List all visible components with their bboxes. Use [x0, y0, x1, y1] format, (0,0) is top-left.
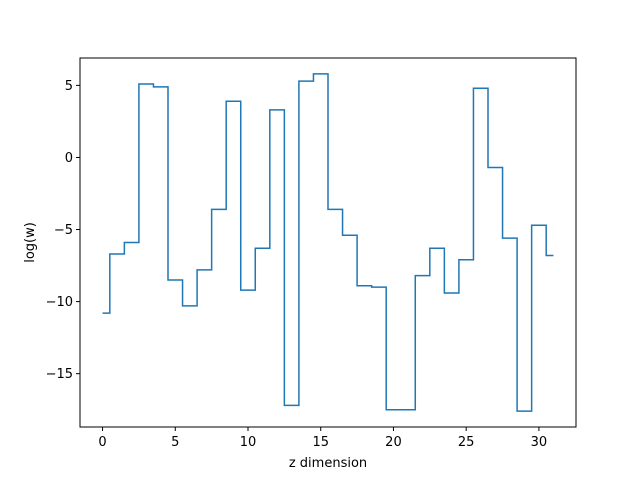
y-tick-label: 0 [65, 151, 73, 166]
y-axis: 5 0 −5 −10 −15 [46, 79, 80, 382]
y-tick-label: −10 [46, 295, 73, 310]
x-tick-label: 20 [385, 435, 402, 450]
series-line-0 [102, 73, 554, 412]
y-tick-label: −5 [54, 223, 73, 238]
y-tick-label: −15 [46, 367, 73, 382]
x-axis-label: z dimension [289, 456, 367, 471]
y-axis-label: log(w) [23, 222, 38, 263]
y-tick-label: 5 [65, 79, 73, 94]
series-layer [102, 73, 554, 412]
x-tick-label: 25 [458, 435, 475, 450]
plot-frame [79, 57, 577, 428]
x-tick-label: 0 [98, 435, 106, 450]
x-tick-label: 10 [240, 435, 257, 450]
x-tick-label: 30 [531, 435, 548, 450]
x-tick-label: 5 [171, 435, 179, 450]
x-axis: 0 5 10 15 20 25 30 [98, 427, 547, 450]
x-tick-label: 15 [312, 435, 329, 450]
